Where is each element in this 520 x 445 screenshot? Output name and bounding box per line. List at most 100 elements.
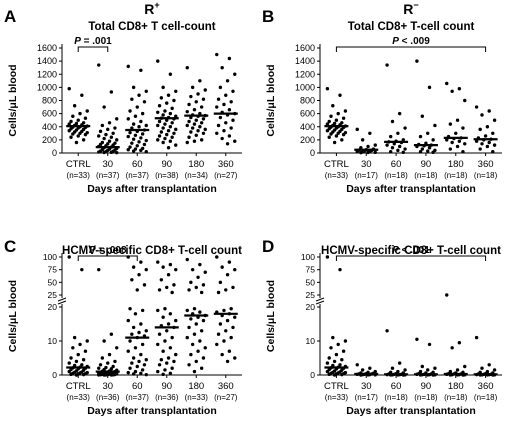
- x-tick-label: 360: [218, 159, 234, 170]
- data-point: [189, 115, 193, 120]
- data-point: [115, 117, 119, 121]
- data-point: [368, 131, 372, 136]
- data-point: [126, 370, 130, 375]
- data-point: [492, 118, 497, 122]
- data-point: [215, 342, 219, 347]
- data-point: [334, 118, 339, 122]
- data-point: [463, 364, 467, 369]
- data-point: [135, 288, 139, 292]
- sample-size-label: (n=17): [355, 171, 379, 180]
- data-point: [368, 366, 372, 370]
- data-point: [227, 349, 232, 353]
- data-point: [390, 366, 395, 370]
- data-point: [418, 134, 423, 139]
- y-tick-label: 1600: [295, 43, 315, 53]
- data-point: [190, 126, 195, 130]
- significance-text-part: P: [392, 245, 399, 256]
- data-point: [109, 373, 114, 377]
- data-point: [163, 109, 167, 113]
- sample-size-label: (n=18): [444, 171, 468, 180]
- data-point: [159, 358, 164, 362]
- data-point: [403, 126, 407, 130]
- significance-text-part: = .008: [96, 245, 127, 256]
- data-point: [220, 265, 224, 269]
- data-point: [426, 368, 430, 372]
- data-point: [168, 262, 173, 267]
- data-point: [227, 56, 232, 61]
- data-point: [113, 359, 117, 364]
- sample-size-label: (n=18): [474, 393, 498, 402]
- panel-d: D HCMV-specific CD8+ T-cell count 0 10 20 25 5…: [262, 237, 502, 417]
- panel-title: HCMV-specific CD8+ T-cell count: [62, 245, 242, 257]
- group-heading: R+: [144, 0, 159, 17]
- data-point: [161, 113, 165, 117]
- data-point: [340, 372, 344, 377]
- data-point: [420, 147, 425, 151]
- significance-label: P = .001: [74, 36, 112, 47]
- data-point: [83, 349, 88, 353]
- data-point: [231, 89, 235, 94]
- y-tick-label: 20: [48, 302, 58, 312]
- data-point: [450, 346, 454, 350]
- data-point: [420, 114, 425, 118]
- data-point: [222, 128, 226, 133]
- data-point: [165, 285, 169, 290]
- data-point: [133, 312, 138, 316]
- data-point: [233, 139, 237, 143]
- data-point: [341, 132, 346, 137]
- sample-size-label: (n=33): [67, 393, 91, 402]
- panel-b: B R− Total CD8+ T-cell count 0 200 400 600 800 1…: [262, 0, 502, 195]
- data-point: [185, 308, 189, 313]
- data-point: [139, 352, 143, 357]
- data-point: [385, 143, 389, 147]
- data-point: [170, 135, 174, 139]
- data-point: [142, 283, 147, 287]
- data-point: [139, 119, 143, 124]
- data-point: [454, 131, 458, 136]
- data-point: [461, 149, 465, 154]
- x-tick-label: 180: [448, 381, 464, 392]
- data-point: [174, 352, 178, 357]
- data-point: [139, 260, 143, 264]
- y-axis-label: Cells/μL blood: [265, 64, 277, 136]
- data-point: [156, 308, 160, 313]
- y-tick-label: 10: [306, 336, 316, 346]
- y-tick-label: 25: [306, 290, 316, 300]
- data-point: [203, 346, 207, 350]
- data-point: [457, 341, 462, 345]
- x-tick-label: 60: [391, 159, 402, 170]
- data-point: [71, 132, 75, 136]
- y-tick-label: 600: [300, 109, 315, 119]
- data-point: [144, 149, 148, 154]
- data-point: [334, 134, 339, 138]
- data-point: [140, 132, 145, 136]
- data-point: [224, 93, 228, 97]
- data-point: [144, 89, 148, 94]
- axis-break-gap: [317, 298, 323, 304]
- data-point: [135, 144, 139, 148]
- data-point: [485, 125, 490, 129]
- data-point: [366, 150, 370, 155]
- data-point: [192, 139, 197, 143]
- data-point: [130, 141, 134, 145]
- data-point: [216, 123, 221, 128]
- data-point: [69, 356, 73, 360]
- panel-title: Total CD8+ T-cell count: [348, 21, 475, 33]
- data-point: [97, 373, 101, 377]
- data-point: [128, 109, 132, 113]
- data-point: [67, 255, 71, 259]
- y-tick-label: 0: [310, 148, 315, 158]
- data-point: [201, 97, 206, 101]
- sample-size-label: (n=37): [96, 171, 120, 180]
- x-tick-label: 90: [161, 159, 172, 170]
- data-point: [487, 363, 491, 367]
- data-point: [343, 109, 348, 113]
- data-point: [115, 138, 119, 142]
- data-point: [199, 290, 204, 295]
- axis-break-mark: [315, 297, 325, 302]
- data-point: [192, 369, 197, 374]
- data-point: [139, 136, 143, 140]
- data-point: [480, 366, 484, 370]
- data-point: [166, 93, 171, 97]
- sample-size-label: (n=27): [214, 393, 238, 402]
